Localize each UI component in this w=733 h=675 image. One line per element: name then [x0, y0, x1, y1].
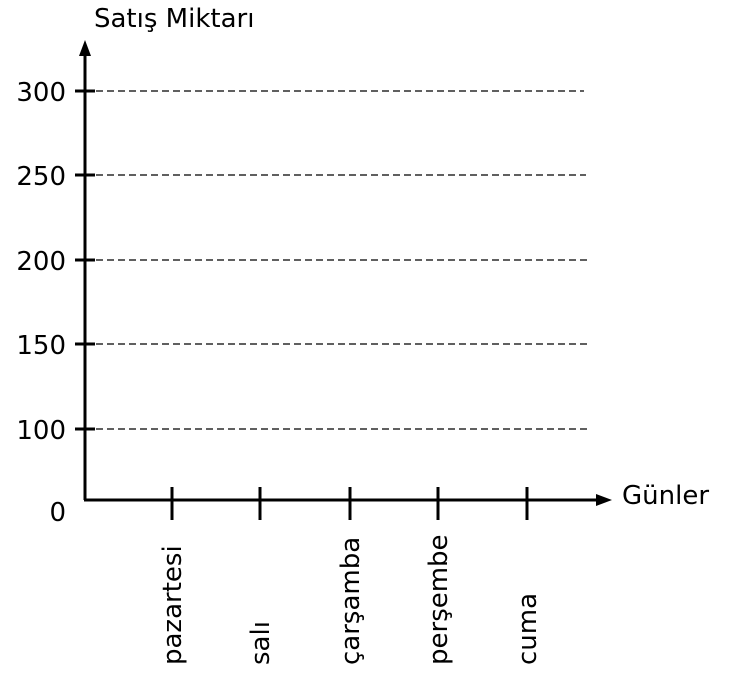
y-tick-label-250: 250 [16, 162, 66, 192]
y-tick-label-200: 200 [16, 247, 66, 277]
x-tick-label-2: salı [246, 621, 276, 665]
y-tick-label-150: 150 [16, 331, 66, 361]
y-axis-arrow [79, 40, 91, 56]
x-tick-label-4: perşembe [424, 534, 454, 665]
x-tick-label-3: çarşamba [336, 537, 366, 665]
x-axis-arrow [596, 494, 612, 506]
x-tick-label-1: pazartesi [158, 545, 188, 665]
y-ticks: 0 100 150 200 250 300 [16, 78, 95, 528]
gridlines [85, 90, 588, 430]
y-tick-label-100: 100 [16, 416, 66, 446]
x-axis-title: Günler [622, 481, 709, 511]
x-ticks: pazartesi salı çarşamba perşembe cuma [158, 487, 543, 665]
y-tick-label-300: 300 [16, 78, 66, 108]
x-tick-label-5: cuma [513, 593, 543, 665]
y-axis-title: Satış Miktarı [94, 4, 254, 34]
y-tick-label-0: 0 [49, 498, 66, 528]
